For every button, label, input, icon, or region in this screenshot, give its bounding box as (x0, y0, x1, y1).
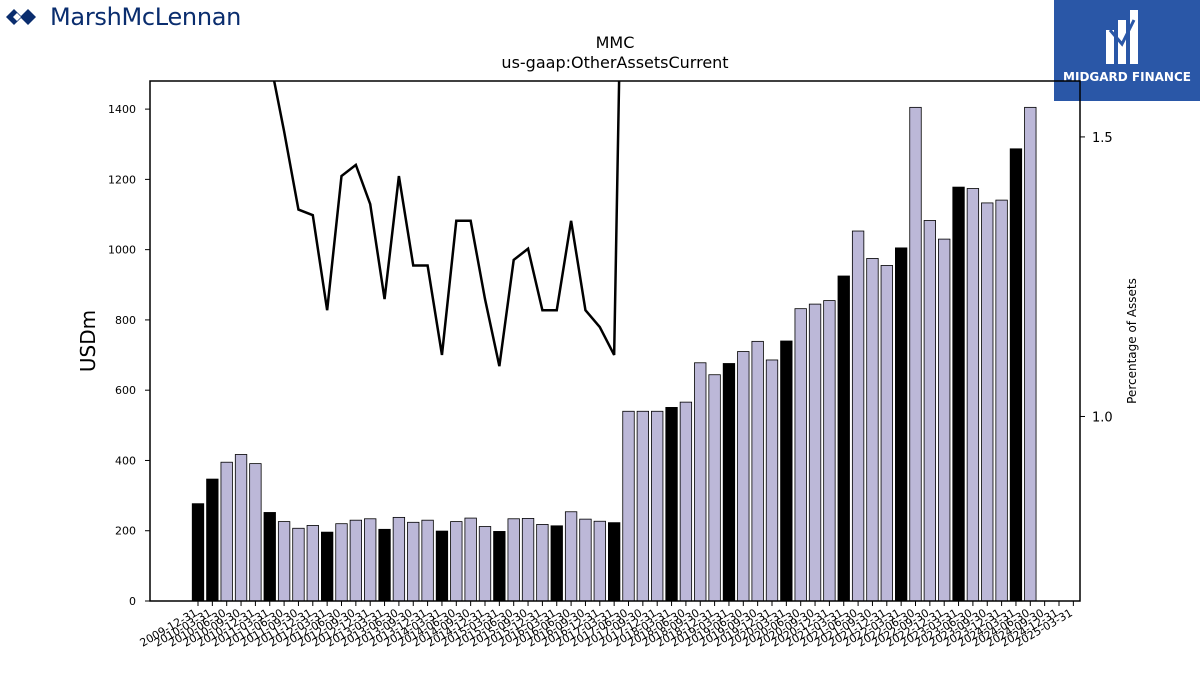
bar (851, 230, 865, 602)
bar (722, 363, 736, 602)
bar (895, 247, 908, 602)
pct-line-series (272, 81, 621, 367)
bar (780, 340, 793, 602)
left-logo-text: MarshMcLennan (50, 3, 242, 31)
marsh-mclennan-mark-icon (6, 9, 36, 25)
bar (622, 410, 635, 602)
y-tick-label: 1400 (108, 103, 136, 116)
bar (909, 106, 922, 602)
marsh-mclennan-logo: MarshMcLennan (4, 2, 241, 32)
bar (593, 520, 606, 602)
bar (378, 528, 391, 602)
bar (364, 518, 377, 602)
bar (349, 519, 363, 602)
bar (521, 518, 535, 602)
plot-frame (149, 80, 1081, 602)
bar (651, 410, 664, 602)
bar (550, 525, 563, 602)
bar (1009, 148, 1023, 602)
bar (335, 523, 348, 602)
bar (636, 410, 649, 602)
chart-title: MMC (596, 33, 635, 52)
bar (435, 530, 449, 602)
bar (923, 220, 936, 602)
bar (737, 351, 750, 602)
bar (765, 359, 779, 602)
bar (191, 503, 205, 602)
bar (206, 478, 219, 602)
y-tick-label: 1000 (108, 244, 136, 257)
bar (608, 522, 621, 602)
bar (966, 188, 980, 602)
bar (507, 518, 520, 602)
bar (837, 275, 850, 602)
bar (263, 512, 276, 602)
bar (808, 303, 822, 602)
y-tick-label: 600 (115, 384, 136, 397)
chart-subtitle: us-gaap:OtherAssetsCurrent (501, 53, 728, 72)
y2-axis-label: Percentage of Assets (1125, 278, 1139, 404)
bar (277, 521, 291, 602)
y-tick-label: 1200 (108, 173, 136, 186)
bar (880, 265, 893, 602)
bar (938, 238, 951, 602)
bar (220, 461, 233, 602)
bar (320, 531, 334, 602)
bar (306, 525, 319, 602)
bar-series (191, 106, 1037, 602)
bar (981, 202, 994, 602)
y-tick-label: 0 (129, 595, 136, 608)
bar (579, 518, 592, 602)
bar (493, 531, 506, 602)
y2-tick-label: 1.5 (1092, 131, 1113, 146)
bar (234, 454, 248, 602)
midgard-finance-mark-icon (1106, 10, 1138, 64)
bar (450, 521, 463, 602)
bar (421, 519, 434, 602)
bar (536, 524, 549, 602)
bar (464, 517, 477, 602)
bar (292, 527, 305, 602)
y2-tick-label: 1.0 (1092, 410, 1113, 425)
y-tick-label: 200 (115, 525, 136, 538)
bar (1024, 106, 1037, 602)
bar (751, 340, 764, 602)
bar (249, 463, 262, 602)
bar (665, 407, 678, 602)
bar (407, 521, 420, 602)
bar (794, 308, 807, 602)
y-axis-left: 0 200 400 600 800 1000 1200 1400 (108, 103, 150, 608)
x-axis: 2009-12-312010-03-312010-06-302010-09-30… (138, 601, 1075, 650)
bar (694, 362, 707, 602)
y-tick-label: 400 (115, 454, 136, 467)
y-tick-label: 800 (115, 314, 136, 327)
bar (995, 199, 1008, 602)
pct-line (272, 81, 621, 367)
bar (392, 516, 406, 602)
bar (478, 526, 492, 602)
bar (708, 374, 721, 602)
bar (952, 186, 965, 602)
bar (679, 401, 693, 602)
y-axis-label: USDm (76, 310, 100, 372)
right-logo-text: MIDGARD FINANCE (1063, 70, 1191, 84)
y-axis-right: 1.01.52.02.53.0 (1080, 131, 1113, 425)
midgard-finance-logo: MIDGARD FINANCE (1054, 0, 1200, 101)
bar (564, 511, 578, 602)
bar (866, 258, 879, 602)
bar (823, 300, 836, 602)
